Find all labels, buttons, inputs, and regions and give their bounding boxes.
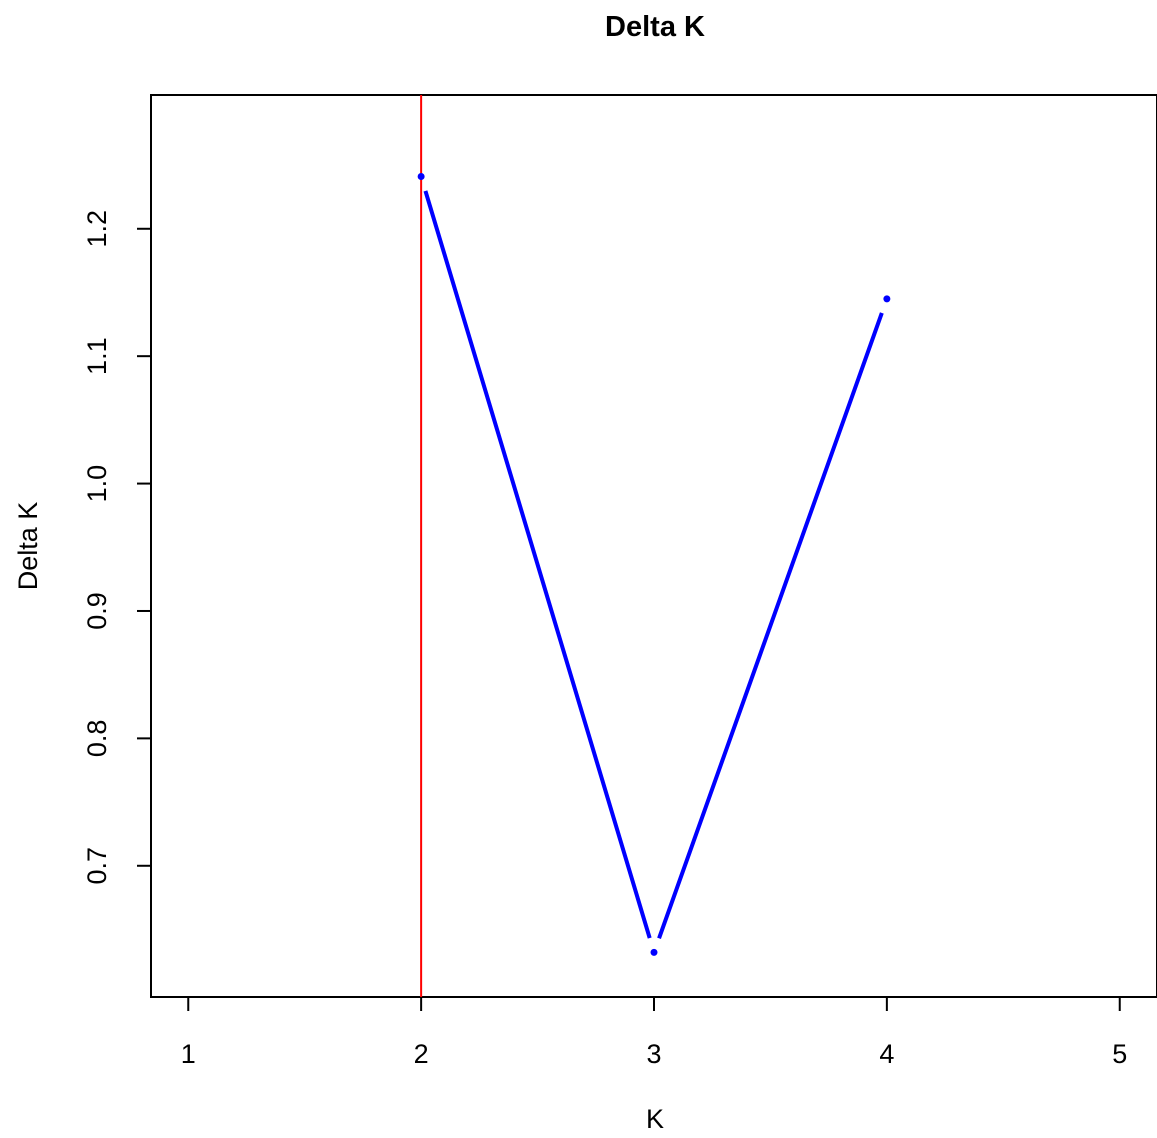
x-tick-label: 1 <box>181 1039 196 1069</box>
x-tick-label: 2 <box>414 1039 429 1069</box>
y-tick-label: 1.1 <box>82 337 112 375</box>
x-tick-label: 4 <box>879 1039 894 1069</box>
series-line-segment <box>423 190 652 939</box>
x-tick-label: 5 <box>1112 1039 1127 1069</box>
y-tick-label: 1.2 <box>82 210 112 248</box>
y-tick-label: 0.7 <box>82 847 112 885</box>
chart-title: Delta K <box>605 11 705 43</box>
y-tick-label: 0.8 <box>82 720 112 758</box>
x-axis-label: K <box>646 1104 664 1134</box>
x-tick-label: 3 <box>646 1039 661 1069</box>
data-point <box>883 295 891 303</box>
y-tick-label: 0.9 <box>82 592 112 630</box>
delta-k-series <box>417 173 891 956</box>
data-point <box>417 173 425 181</box>
y-tick-label: 1.0 <box>82 465 112 503</box>
y-axis-label: Delta K <box>13 502 43 591</box>
plot-frame <box>150 94 1157 998</box>
data-point <box>650 948 658 956</box>
x-axis: 1 2 3 4 5 <box>181 996 1127 1069</box>
series-line-segment <box>657 312 884 939</box>
y-axis: 0.7 0.8 0.9 1.0 1.1 1.2 <box>82 210 152 885</box>
